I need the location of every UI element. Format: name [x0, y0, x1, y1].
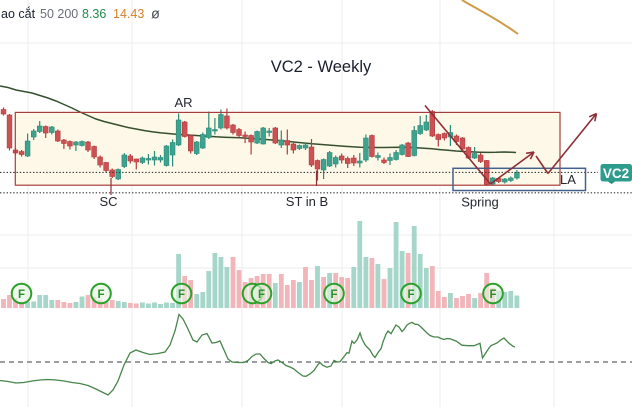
svg-text:AR: AR	[174, 95, 192, 110]
svg-text:F: F	[18, 289, 25, 301]
svg-text:F: F	[258, 289, 265, 301]
svg-text:50 200: 50 200	[40, 7, 78, 21]
svg-text:ø: ø	[151, 7, 160, 23]
svg-text:ao cắt: ao cắt	[1, 6, 36, 21]
svg-text:8.36: 8.36	[82, 7, 106, 21]
svg-text:LA: LA	[560, 172, 576, 187]
svg-text:ST in B: ST in B	[286, 194, 328, 209]
svg-text:F: F	[178, 289, 185, 301]
svg-text:SC: SC	[99, 194, 117, 209]
svg-text:F: F	[489, 289, 496, 301]
svg-text:VC2 - Weekly: VC2 - Weekly	[271, 58, 372, 76]
svg-text:VC2: VC2	[603, 166, 629, 181]
svg-text:F: F	[330, 289, 337, 301]
svg-text:14.43: 14.43	[113, 7, 144, 21]
svg-text:F: F	[407, 289, 414, 301]
svg-text:F: F	[97, 289, 104, 301]
svg-text:Spring: Spring	[461, 195, 499, 210]
